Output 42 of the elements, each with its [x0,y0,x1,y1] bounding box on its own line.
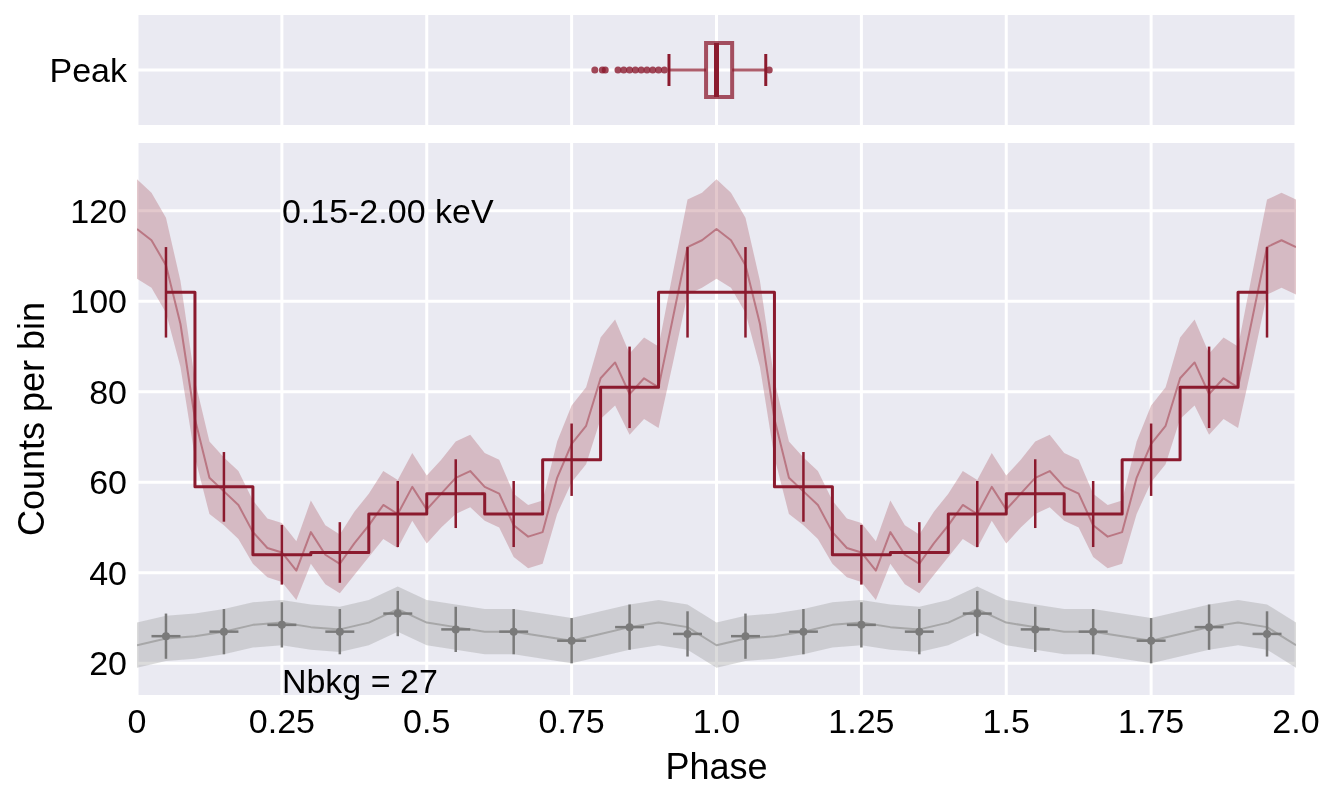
point [1263,629,1272,638]
point [741,632,750,641]
point [683,629,692,638]
point [1089,627,1098,636]
x-tick-label: 0.5 [403,702,451,740]
y-tick-label: Peak [49,50,128,89]
x-tick-label: 1.25 [828,702,895,740]
x-tick-label: 0 [127,702,147,740]
point [857,620,866,629]
y-tick-label: 80 [89,372,127,411]
point [973,609,982,618]
line-series [137,227,1296,572]
point [1031,625,1040,634]
y-tick-label: 60 [89,463,127,502]
y-axis-title: Counts per bin [11,301,52,537]
point [451,625,460,634]
point [625,623,634,632]
x-tick-label: 1.5 [982,702,1030,740]
annotation: Nbkg = 27 [281,662,438,700]
y-tick-label: 100 [70,282,127,321]
x-tick-label: 0.25 [248,702,315,740]
point [277,620,286,629]
point [161,632,170,641]
x-tick-label: 1.75 [1118,702,1185,740]
point [509,627,518,636]
y-tick-label: 20 [89,644,127,683]
x-tick-label: 1.0 [692,702,741,740]
x-tick-label: 2.0 [1272,702,1320,740]
annotation: 0.15-2.00 keV [281,191,494,230]
point [335,627,344,636]
point [567,636,576,645]
x-tick-label: 0.75 [538,702,605,740]
line-series [137,608,1296,647]
point [393,609,402,618]
x-axis-title: Phase [665,746,768,787]
point [1205,623,1214,632]
point [1147,636,1156,645]
y-tick-label: 120 [70,191,127,230]
point [915,627,924,636]
point [219,627,228,636]
y-tick-label: 40 [89,553,127,592]
point [799,627,808,636]
